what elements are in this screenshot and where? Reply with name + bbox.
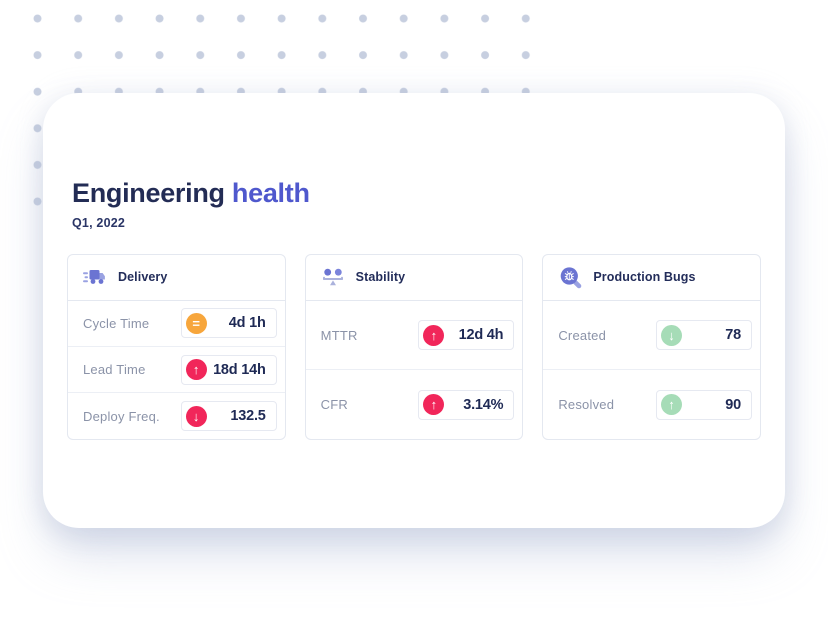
panel-delivery-label: Delivery bbox=[118, 270, 168, 285]
trend-up-icon: ↑ bbox=[423, 394, 445, 415]
metric-row-created: Created ↓ 78 bbox=[543, 301, 760, 370]
page-title-accent: health bbox=[231, 178, 310, 208]
metric-label: MTTR bbox=[320, 327, 358, 343]
metric-label: Created bbox=[558, 327, 606, 343]
trend-down-icon: ↓ bbox=[185, 405, 207, 427]
panel-delivery-header: Delivery bbox=[68, 255, 285, 301]
panel-production-bugs-body: Created ↓ 78 Resolved ↑ 90 bbox=[543, 301, 761, 439]
metric-label: Resolved bbox=[558, 397, 615, 412]
metric-label: CFR bbox=[320, 397, 348, 412]
metric-badge-deploy-freq[interactable]: ↓ 132.5 bbox=[180, 401, 277, 432]
trend-up-icon: ↑ bbox=[661, 394, 683, 415]
metric-value: 3.14% bbox=[463, 396, 504, 413]
metric-badge-resolved[interactable]: ↑ 90 bbox=[656, 389, 753, 420]
metric-badge-created[interactable]: ↓ 78 bbox=[656, 320, 753, 350]
metric-label: Lead Time bbox=[83, 362, 146, 378]
metric-panels: Delivery Cycle Time = 4d 1h Lead Time ↑ … bbox=[67, 253, 762, 440]
metric-badge-mttr[interactable]: ↑ 12d 4h bbox=[418, 320, 515, 350]
metric-value: 4d 1h bbox=[228, 315, 266, 332]
trend-up-icon: ↑ bbox=[185, 359, 207, 381]
metric-value: 78 bbox=[725, 327, 742, 343]
metric-badge-cfr[interactable]: ↑ 3.14% bbox=[418, 389, 515, 420]
page-title-primary: Engineering bbox=[72, 178, 225, 208]
dashboard-card: Engineering health Q1, 2022 Delivery bbox=[43, 93, 785, 528]
metric-value: 90 bbox=[725, 396, 742, 413]
panel-stability: Stability MTTR ↑ 12d 4h CFR ↑ 3.14% bbox=[304, 253, 524, 440]
metric-row-lead-time: Lead Time ↑ 18d 14h bbox=[68, 346, 285, 392]
trend-down-icon: ↓ bbox=[661, 324, 683, 346]
trend-up-icon: ↑ bbox=[423, 324, 445, 346]
metric-value: 132.5 bbox=[230, 408, 266, 425]
bug-magnifier-icon bbox=[558, 265, 582, 289]
truck-icon bbox=[83, 265, 107, 289]
trend-flat-icon: = bbox=[185, 312, 207, 334]
panel-production-bugs: Production Bugs Created ↓ 78 Resolved ↑ … bbox=[542, 253, 762, 440]
metric-row-resolved: Resolved ↑ 90 bbox=[543, 369, 761, 439]
page-title: Engineering health bbox=[72, 177, 761, 211]
metric-badge-cycle-time[interactable]: = 4d 1h bbox=[180, 308, 277, 339]
metric-badge-lead-time[interactable]: ↑ 18d 14h bbox=[180, 354, 277, 385]
metric-row-deploy-freq: Deploy Freq. ↓ 132.5 bbox=[68, 392, 285, 438]
panel-stability-label: Stability bbox=[355, 270, 406, 285]
metric-row-mttr: MTTR ↑ 12d 4h bbox=[306, 301, 523, 370]
metric-label: Deploy Freq. bbox=[83, 408, 160, 424]
panel-delivery-body: Cycle Time = 4d 1h Lead Time ↑ 18d 14h D… bbox=[68, 301, 285, 439]
panel-stability-header: Stability bbox=[305, 255, 523, 301]
metric-label: Cycle Time bbox=[83, 315, 150, 331]
metric-value: 12d 4h bbox=[458, 327, 504, 343]
metric-row-cycle-time: Cycle Time = 4d 1h bbox=[68, 301, 285, 346]
page-subtitle: Q1, 2022 bbox=[72, 215, 126, 230]
panel-production-bugs-label: Production Bugs bbox=[593, 270, 696, 285]
metric-value: 18d 14h bbox=[213, 361, 266, 378]
panel-production-bugs-header: Production Bugs bbox=[543, 255, 761, 301]
panel-delivery: Delivery Cycle Time = 4d 1h Lead Time ↑ … bbox=[67, 253, 286, 440]
metric-row-cfr: CFR ↑ 3.14% bbox=[305, 369, 523, 439]
panel-stability-body: MTTR ↑ 12d 4h CFR ↑ 3.14% bbox=[305, 301, 523, 439]
balance-scale-icon bbox=[321, 265, 345, 289]
